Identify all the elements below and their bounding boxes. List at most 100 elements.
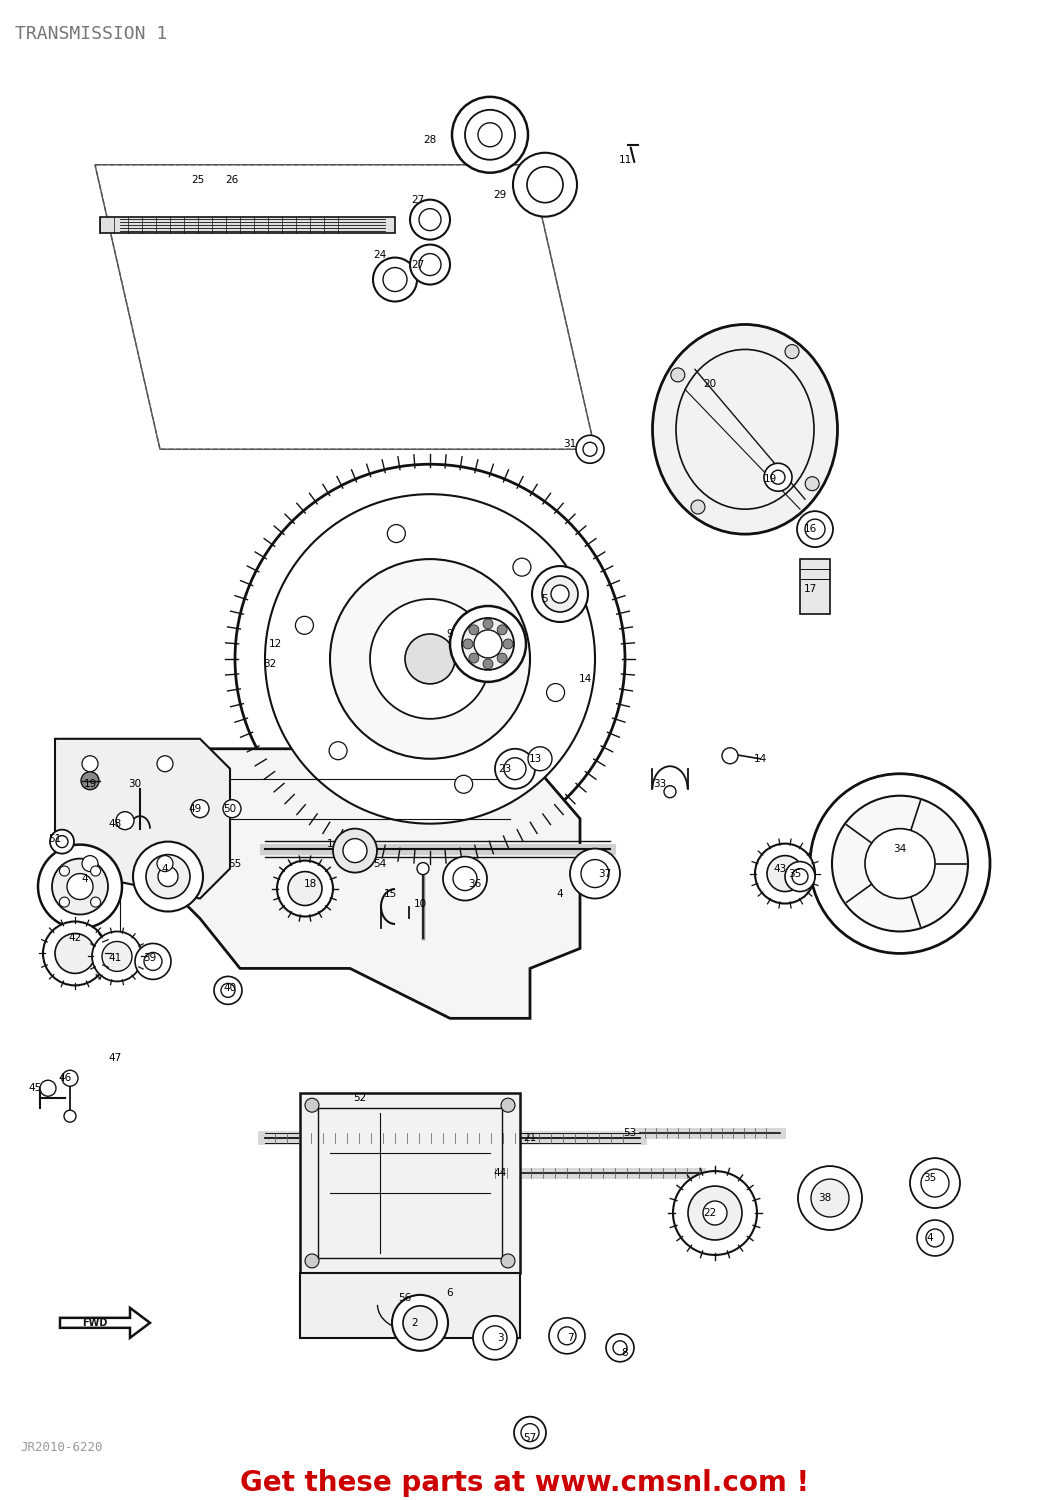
Circle shape — [38, 844, 122, 928]
Circle shape — [797, 512, 833, 548]
Text: 22: 22 — [703, 1208, 717, 1218]
Circle shape — [551, 585, 569, 603]
Circle shape — [158, 867, 178, 886]
Circle shape — [116, 812, 133, 830]
Circle shape — [56, 836, 68, 848]
Text: 24: 24 — [373, 249, 387, 259]
Text: 10: 10 — [413, 898, 427, 909]
Text: 38: 38 — [819, 1192, 831, 1203]
Circle shape — [102, 942, 132, 972]
Circle shape — [613, 1341, 627, 1354]
Circle shape — [343, 839, 367, 862]
Circle shape — [606, 1334, 634, 1362]
Text: 1: 1 — [327, 839, 333, 849]
Text: Get these parts at www.cmsnl.com !: Get these parts at www.cmsnl.com ! — [241, 1468, 809, 1497]
Circle shape — [673, 1172, 757, 1256]
FancyBboxPatch shape — [300, 1094, 520, 1274]
Circle shape — [60, 897, 69, 908]
Circle shape — [521, 1424, 539, 1442]
Circle shape — [764, 464, 792, 490]
Text: 18: 18 — [304, 879, 316, 888]
Text: 4: 4 — [162, 864, 168, 873]
Circle shape — [82, 756, 98, 771]
Circle shape — [43, 921, 107, 986]
Text: 37: 37 — [598, 868, 612, 879]
Text: 53: 53 — [623, 1128, 637, 1138]
Text: 17: 17 — [803, 584, 817, 594]
Circle shape — [865, 828, 935, 898]
Circle shape — [67, 873, 92, 900]
Circle shape — [547, 684, 564, 702]
Circle shape — [792, 868, 808, 885]
Circle shape — [90, 865, 101, 876]
Text: 28: 28 — [424, 135, 436, 146]
Circle shape — [455, 776, 473, 794]
Circle shape — [483, 620, 493, 628]
Circle shape — [532, 566, 588, 622]
Circle shape — [453, 867, 477, 891]
Text: 27: 27 — [411, 260, 425, 270]
Text: 23: 23 — [498, 764, 512, 774]
FancyBboxPatch shape — [300, 1274, 520, 1338]
Circle shape — [463, 639, 473, 650]
Circle shape — [462, 618, 514, 670]
Text: 14: 14 — [578, 674, 592, 684]
Circle shape — [811, 1179, 849, 1216]
Circle shape — [50, 830, 74, 854]
Circle shape — [295, 616, 313, 634]
Circle shape — [771, 470, 785, 484]
Circle shape — [288, 871, 322, 906]
Text: 3: 3 — [497, 1334, 503, 1342]
Text: 12: 12 — [268, 639, 282, 650]
Text: 34: 34 — [893, 843, 907, 854]
Text: 31: 31 — [563, 440, 577, 450]
Text: 51: 51 — [48, 834, 62, 843]
Text: 39: 39 — [143, 954, 157, 963]
Circle shape — [92, 932, 142, 981]
Circle shape — [60, 865, 69, 876]
Circle shape — [483, 1326, 507, 1350]
Circle shape — [469, 652, 479, 663]
Text: 45: 45 — [28, 1083, 42, 1094]
Circle shape — [277, 861, 333, 916]
Text: 9: 9 — [447, 628, 453, 639]
Text: 27: 27 — [411, 195, 425, 204]
Circle shape — [542, 576, 578, 612]
Circle shape — [51, 858, 108, 915]
FancyBboxPatch shape — [800, 560, 830, 614]
Circle shape — [330, 560, 530, 759]
Circle shape — [478, 123, 502, 147]
Circle shape — [305, 1098, 320, 1112]
Circle shape — [157, 756, 173, 771]
Circle shape — [581, 859, 609, 888]
Text: 30: 30 — [128, 778, 142, 789]
Circle shape — [576, 435, 604, 463]
Circle shape — [926, 1228, 944, 1246]
Circle shape — [62, 1070, 78, 1086]
Circle shape — [570, 849, 620, 898]
Text: 19: 19 — [763, 474, 777, 484]
Circle shape — [513, 153, 577, 216]
Text: TRANSMISSION 1: TRANSMISSION 1 — [15, 26, 167, 44]
Circle shape — [664, 786, 676, 798]
Text: 21: 21 — [523, 1132, 537, 1143]
Circle shape — [671, 368, 685, 382]
Text: 16: 16 — [803, 524, 817, 534]
Circle shape — [767, 855, 803, 891]
Text: 54: 54 — [373, 858, 387, 868]
Circle shape — [444, 856, 487, 900]
Circle shape — [157, 855, 173, 871]
Circle shape — [410, 244, 450, 285]
Circle shape — [469, 626, 479, 634]
Circle shape — [785, 861, 815, 891]
Circle shape — [918, 1220, 953, 1256]
Text: 2: 2 — [412, 1318, 418, 1328]
Circle shape — [135, 944, 171, 980]
Circle shape — [473, 1316, 517, 1360]
Circle shape — [495, 748, 535, 789]
Text: 56: 56 — [398, 1293, 412, 1304]
Circle shape — [501, 1254, 515, 1268]
Circle shape — [832, 795, 968, 932]
Circle shape — [410, 200, 450, 240]
Circle shape — [55, 933, 95, 974]
